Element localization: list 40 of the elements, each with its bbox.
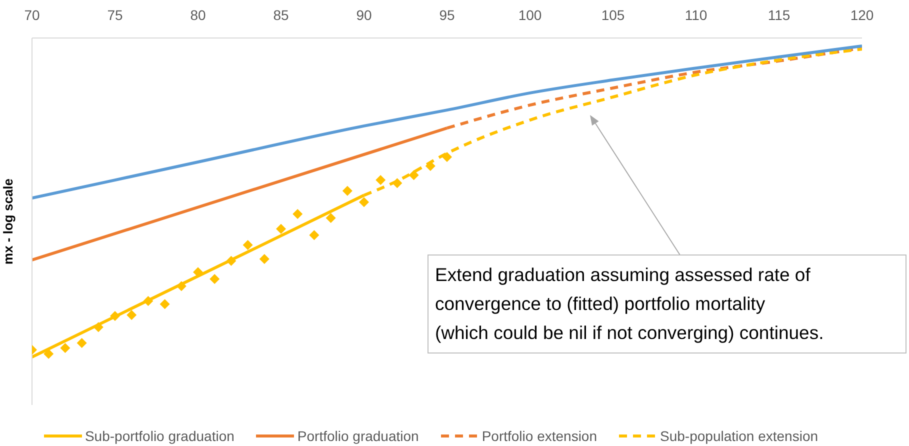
point	[309, 230, 320, 240]
point	[76, 338, 87, 348]
point	[342, 186, 352, 196]
x-tick-label: 95	[439, 7, 455, 23]
x-tick-label: 105	[601, 7, 625, 23]
x-tick-label: 90	[356, 7, 372, 23]
y-axis-title: mx - log scale	[0, 178, 16, 264]
point	[60, 342, 70, 353]
point	[359, 197, 369, 208]
point	[93, 322, 104, 332]
x-tick-label: 75	[107, 7, 123, 23]
x-tick-label: 85	[273, 7, 289, 23]
point	[326, 212, 336, 223]
point	[242, 240, 253, 250]
x-tick-label: 120	[850, 7, 874, 23]
point	[442, 152, 452, 162]
point	[292, 208, 303, 219]
point	[408, 170, 419, 180]
point	[176, 281, 186, 292]
point	[44, 348, 54, 359]
legend-label: Portfolio graduation	[297, 428, 419, 444]
x-tick-label: 110	[684, 7, 708, 23]
point	[276, 224, 286, 234]
point	[160, 299, 170, 310]
point	[259, 254, 270, 264]
point	[210, 274, 220, 284]
point	[143, 296, 154, 306]
point	[126, 310, 137, 320]
point	[110, 310, 120, 321]
point	[392, 178, 402, 188]
legend-label: Sub-population extension	[660, 428, 818, 444]
point	[376, 175, 386, 186]
point	[226, 256, 236, 266]
legend-label: Sub-portfolio graduation	[84, 428, 234, 444]
x-tick-label: 70	[24, 7, 40, 23]
x-tick-label: 80	[190, 7, 206, 23]
x-tick-label: 115	[768, 7, 790, 23]
legend-label: Portfolio extension	[482, 428, 598, 444]
x-tick-label: 100	[518, 7, 542, 23]
annotation: Extend graduation assuming assessed rate of convergence to (fitted) portfolio mortality (which could be nil if not converging) continues.	[435, 264, 824, 343]
